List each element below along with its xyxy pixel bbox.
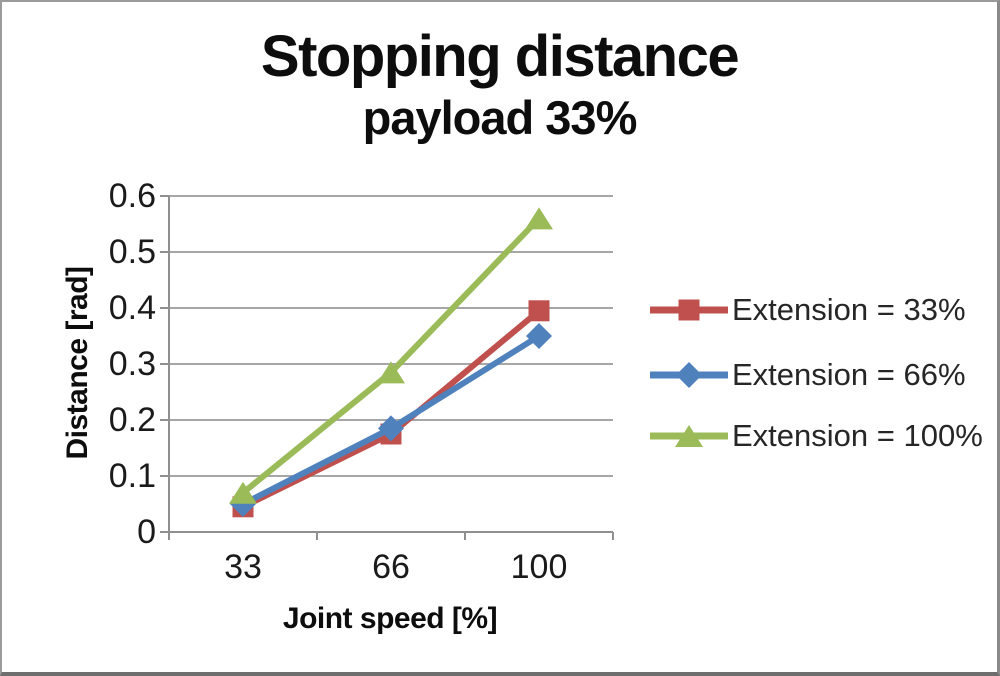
legend-item-extension-66: Extension = 66% bbox=[650, 357, 966, 393]
legend-item-extension-100: Extension = 100% bbox=[650, 418, 983, 454]
marker-triangle bbox=[377, 361, 405, 384]
series-line-0 bbox=[240, 307, 542, 510]
legend-label: Extension = 100% bbox=[732, 418, 983, 453]
legend-marker-diamond-icon bbox=[650, 362, 728, 388]
marker-square bbox=[528, 300, 550, 322]
x-tick-label: 66 bbox=[372, 548, 410, 586]
x-axis-title: Joint speed [%] bbox=[282, 602, 498, 635]
marker-triangle bbox=[229, 481, 257, 504]
y-axis-title: Distance [rad] bbox=[61, 266, 94, 460]
y-tick-label: 0.3 bbox=[108, 345, 156, 383]
y-tick-label: 0 bbox=[137, 513, 156, 551]
series-line-2 bbox=[240, 215, 542, 496]
y-tick-label: 0.1 bbox=[108, 457, 156, 495]
marker-triangle bbox=[675, 425, 703, 447]
y-tick-label: 0.4 bbox=[108, 289, 156, 327]
chart-title: Stopping distance bbox=[260, 24, 740, 89]
legend-label: Extension = 33% bbox=[732, 292, 966, 327]
legend-marker-square-icon bbox=[650, 299, 728, 321]
y-tick-label: 0.5 bbox=[108, 233, 156, 271]
marker-diamond bbox=[378, 415, 404, 442]
y-tick-label: 0.2 bbox=[108, 401, 156, 439]
marker-diamond bbox=[676, 362, 702, 388]
x-tick-label: 33 bbox=[224, 548, 262, 586]
chart-subtitle: payload 33% bbox=[362, 91, 638, 144]
marker-square bbox=[678, 299, 700, 321]
x-tick-label: 100 bbox=[510, 548, 568, 586]
legend-item-extension-33: Extension = 33% bbox=[650, 292, 966, 328]
marker-diamond bbox=[526, 323, 552, 349]
y-tick-label: 0.6 bbox=[108, 177, 156, 215]
legend-marker-triangle-icon bbox=[650, 425, 728, 447]
legend-label: Extension = 66% bbox=[732, 357, 966, 392]
marker-triangle bbox=[525, 207, 553, 230]
